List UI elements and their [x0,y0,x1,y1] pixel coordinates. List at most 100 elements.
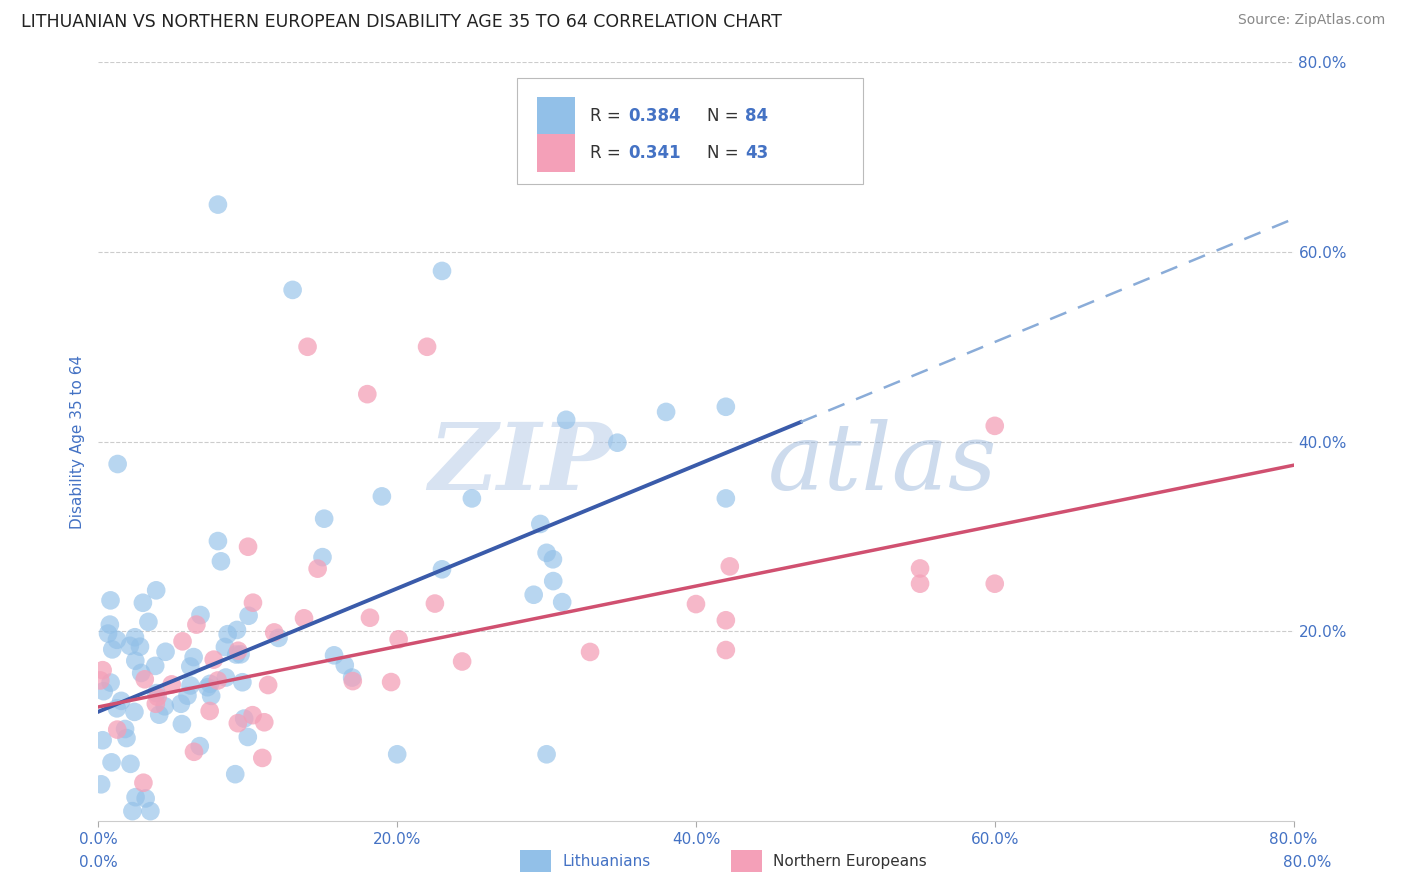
Point [124,654,146,668]
Point [105,701,128,715]
Point [579,645,602,659]
Point [110,694,132,708]
Point [523,588,546,602]
Point [388,632,411,647]
Point [124,790,146,805]
Point [718,559,741,574]
Point [359,611,381,625]
Point [541,574,564,588]
Point [114,722,136,736]
Point [105,632,128,647]
FancyBboxPatch shape [517,78,863,184]
Point [215,671,238,685]
Point [160,677,183,691]
Point [91,663,114,677]
Point [198,677,221,691]
Point [214,640,236,654]
Point [146,690,169,704]
Point [252,751,274,765]
Point [380,675,402,690]
Point [908,576,931,591]
Point [153,699,176,714]
Point [323,648,346,663]
Point [371,489,394,503]
Point [138,615,160,629]
Point [430,562,453,576]
Point [179,659,201,673]
Point [105,723,128,737]
Point [186,617,208,632]
Point [226,623,249,637]
Point [292,611,315,625]
Point [93,684,115,698]
Point [209,554,232,568]
Point [529,516,551,531]
Point [714,491,737,506]
Point [297,340,319,354]
Point [655,405,678,419]
Text: Source: ZipAtlas.com: Source: ZipAtlas.com [1237,13,1385,28]
Point [188,739,211,753]
Point [176,689,198,703]
Point [242,708,264,723]
Point [685,597,707,611]
Text: 0.384: 0.384 [628,106,681,125]
Point [225,648,247,662]
Point [145,686,167,700]
Point [200,689,222,703]
Point [311,550,333,565]
Point [281,283,304,297]
Text: N =: N = [707,106,744,125]
Point [118,639,141,653]
Point [536,747,558,762]
Point [356,387,378,401]
Point [145,583,167,598]
Point [121,804,143,818]
Point [984,576,1007,591]
Point [132,776,155,790]
Bar [537,135,575,172]
Point [100,675,122,690]
Text: R =: R = [589,145,626,162]
Point [267,631,290,645]
Point [139,804,162,818]
Point [115,731,138,745]
Point [461,491,484,506]
Text: 0.0%: 0.0% [79,855,118,870]
Point [536,546,558,560]
Point [134,673,156,687]
Bar [537,96,575,135]
Text: Northern Europeans: Northern Europeans [773,855,927,869]
Point [170,717,193,731]
Point [714,643,737,657]
Text: N =: N = [707,145,744,162]
Text: Lithuanians: Lithuanians [562,855,651,869]
Point [129,640,152,654]
Point [655,141,678,155]
Point [172,634,194,648]
Point [120,756,142,771]
Point [143,659,166,673]
Text: 84: 84 [745,106,768,125]
Point [236,540,259,554]
Point [416,340,439,354]
Point [224,767,246,781]
Point [197,680,219,694]
Point [202,652,225,666]
Point [183,650,205,665]
Point [233,712,256,726]
Point [385,747,409,762]
Point [132,596,155,610]
Text: atlas: atlas [768,419,997,509]
Point [307,561,329,575]
Point [714,613,737,627]
Text: ZIP: ZIP [427,419,613,509]
Text: 43: 43 [745,145,768,162]
Point [551,595,574,609]
Point [606,435,628,450]
Point [253,715,276,730]
Point [342,674,364,689]
Point [89,673,111,688]
Point [263,625,285,640]
Text: 0.341: 0.341 [628,145,681,162]
